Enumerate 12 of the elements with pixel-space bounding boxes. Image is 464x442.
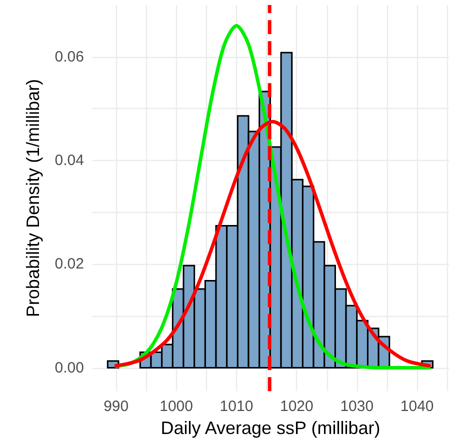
x-tick-label: 1040	[400, 398, 434, 416]
x-tick-label: 1030	[340, 398, 374, 416]
x-axis-title: Daily Average ssP (millibar)	[160, 418, 380, 438]
x-tick-label: 1000	[160, 398, 193, 416]
y-tick-label: 0.02	[54, 256, 84, 273]
y-tick-label: 0.00	[54, 359, 84, 376]
x-tick-label: 1010	[220, 398, 254, 416]
y-tick-label: 0.06	[54, 48, 84, 66]
x-tick-label: 1020	[280, 398, 314, 416]
y-axis-title: Probability Density (1/millibar)	[23, 79, 43, 318]
x-tick-label: 990	[104, 398, 129, 416]
y-tick-label: 0.04	[54, 152, 84, 169]
